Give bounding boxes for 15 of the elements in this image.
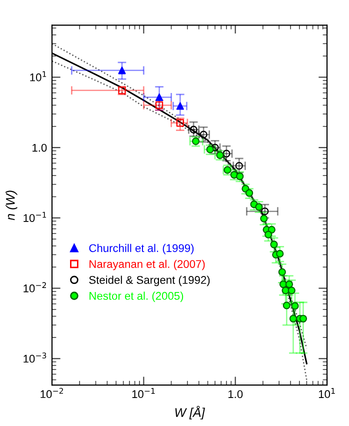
- y-tick-label: 10$^{−3}$: [24, 352, 46, 363]
- x-tick-label: 1.0: [228, 390, 243, 398]
- y-tick-label: 10$^{1}$: [30, 71, 46, 82]
- x-tick-label: 10$^{1}$: [318, 388, 335, 398]
- y-tick-label: 10$^{−2}$: [24, 282, 46, 292]
- legend-label: Nestor et al. (2005): [90, 292, 184, 302]
- x-tick-label: 10$^{−2}$: [40, 388, 63, 398]
- x-axis-title: W [Å]: [175, 406, 206, 420]
- legend-label: Narayanan et al. (2007): [90, 260, 205, 270]
- legend-label: Churchill et al. (1999): [89, 244, 194, 254]
- legend-label: Steidel & Sargent (1992): [89, 276, 210, 286]
- y-tick-label: 1.0: [32, 144, 47, 152]
- x-tick-label: 10$^{−1}$: [132, 388, 155, 398]
- y-tick-label: 10$^{−1}$: [24, 212, 46, 222]
- y-axis-title: n (W): [6, 190, 18, 220]
